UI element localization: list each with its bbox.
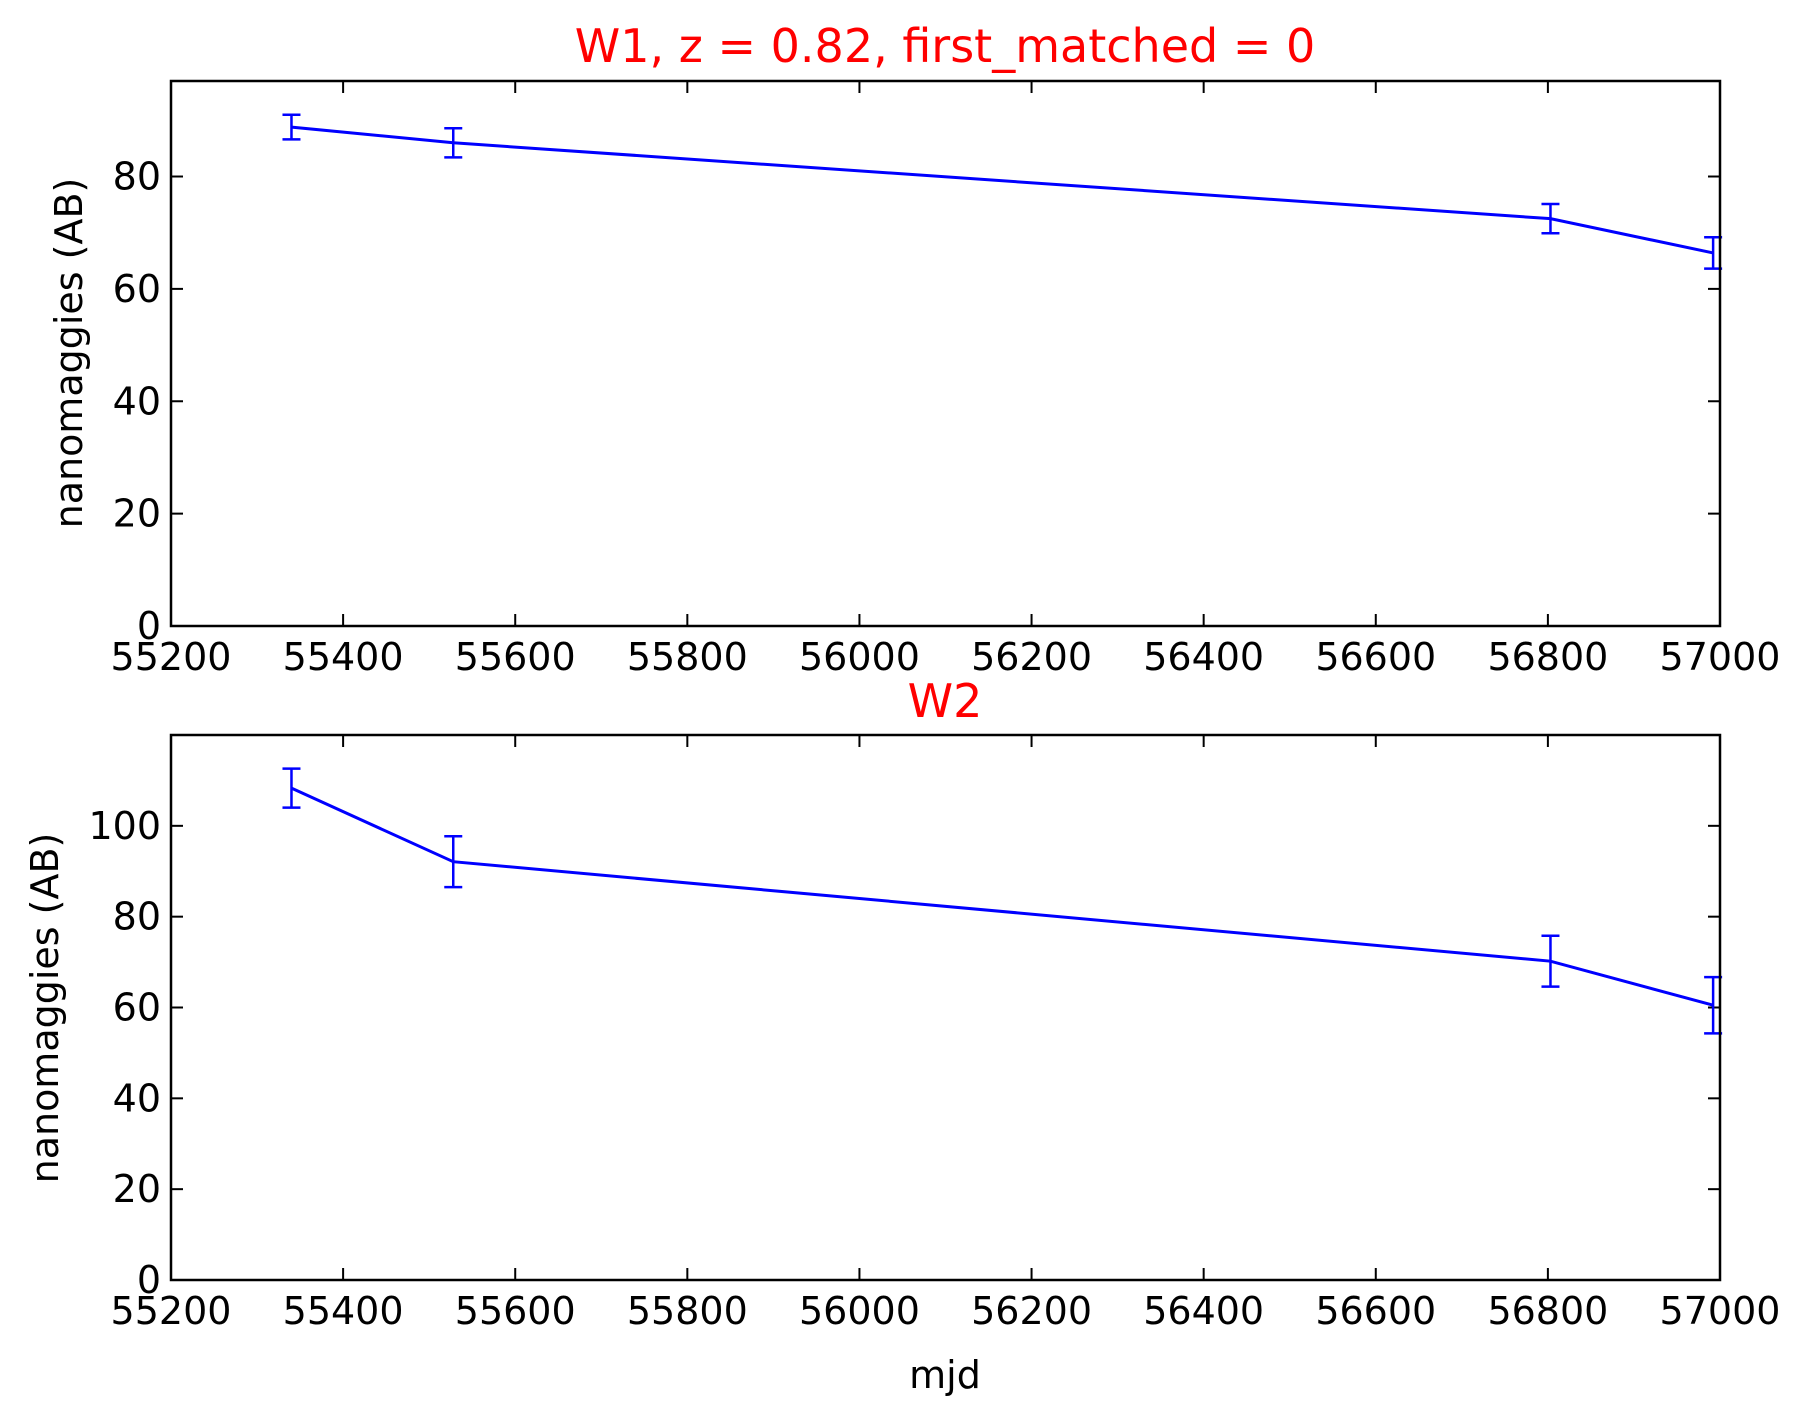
x-tick-label: 56400 [1143, 1289, 1264, 1333]
x-tick-label: 56800 [1487, 635, 1608, 679]
y-tick-label: 0 [137, 604, 161, 648]
y-tick-label: 0 [137, 1258, 161, 1302]
x-tick-label: 56200 [971, 635, 1092, 679]
x-tick-label: 55600 [455, 635, 576, 679]
y-tick-label: 100 [88, 804, 161, 848]
panel-title-w2: W2 [908, 674, 983, 728]
x-tick-label: 55400 [283, 635, 404, 679]
y-tick-label: 60 [113, 267, 161, 311]
y-tick-label: 20 [113, 492, 161, 536]
error-bar [1541, 934, 1560, 988]
y-tick-label: 40 [113, 1076, 161, 1120]
x-tick-label: 55200 [111, 635, 232, 679]
x-tick-label: 56000 [799, 1289, 920, 1333]
x-tick-label: 56200 [971, 1289, 1092, 1333]
x-tick-label: 56600 [1315, 1289, 1436, 1333]
panel-w2: W2 nanomaggies (AB) mjd 55200 55400 55600 5… [23, 674, 1780, 1397]
y-tick-label: 20 [113, 1167, 161, 1211]
x-tick-label: 56400 [1143, 635, 1264, 679]
y-tick-label: 60 [113, 986, 161, 1030]
y-axis-label-w1: nanomaggies (AB) [47, 178, 91, 529]
y-tick-label: 80 [113, 155, 161, 199]
plot-frame-w2 [169, 733, 1722, 1282]
x-tick-label: 56000 [799, 635, 920, 679]
x-tick-label: 56800 [1487, 1289, 1608, 1333]
plot-frame-w1 [169, 79, 1722, 628]
series-line-w1 [291, 125, 1714, 255]
x-tick-label: 55800 [627, 1289, 748, 1333]
error-bar [444, 835, 463, 889]
plot-marks-w2: 55200 55400 55600 55800 56000 56200 56400 56600… [88, 735, 1780, 1333]
y-tick-label: 80 [113, 895, 161, 939]
panel-w1: W1, z = 0.82, first_matched = 0 nanomagg… [47, 19, 1780, 679]
x-tick-label: 55800 [627, 635, 748, 679]
y-tick-label: 40 [113, 379, 161, 423]
x-tick-label: 57000 [1660, 635, 1781, 679]
x-tick-label: 56600 [1315, 635, 1436, 679]
error-bar [282, 767, 301, 809]
x-tick-label: 55400 [283, 1289, 404, 1333]
panel-title-w1: W1, z = 0.82, first_matched = 0 [575, 19, 1316, 73]
x-axis-label-w2: mjd [909, 1353, 981, 1397]
x-tick-label: 55200 [111, 1289, 232, 1333]
x-tick-label: 57000 [1660, 1289, 1781, 1333]
series-line-w2 [290, 786, 1714, 1007]
error-bar [444, 126, 463, 159]
y-axis-label-w2: nanomaggies (AB) [23, 833, 67, 1184]
error-bar [1541, 202, 1560, 235]
x-tick-label: 55600 [455, 1289, 576, 1333]
plot-marks-w1: 55200 55400 55600 55800 56000 56200 56400 56600… [111, 81, 1781, 679]
error-bar [282, 113, 301, 141]
